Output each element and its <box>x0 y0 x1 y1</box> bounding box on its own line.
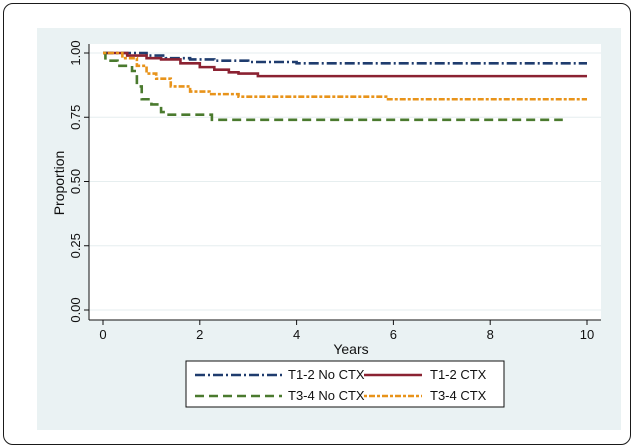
x-tick-label: 10 <box>580 327 594 342</box>
series-line-3 <box>103 51 563 122</box>
axes: 0.00 0.25 0.50 0.75 1.00 0 2 4 6 8 10 <box>68 40 601 342</box>
gridlines <box>89 52 601 311</box>
survival-chart: 0.00 0.25 0.50 0.75 1.00 0 2 4 6 8 10 Years Propor… <box>51 40 601 408</box>
x-axis-title: Years <box>333 341 368 357</box>
x-tick-label: 2 <box>196 327 203 342</box>
legend-label-1: T1-2 No CTX <box>288 367 365 382</box>
legend-label-2: T1-2 CTX <box>430 367 487 382</box>
legend-label-4: T3-4 CTX <box>430 388 487 403</box>
series-layer <box>103 51 587 122</box>
y-tick-label: 0.75 <box>68 105 83 130</box>
y-tick-label: 0.25 <box>68 233 83 258</box>
x-tick-label: 0 <box>99 327 106 342</box>
legend-box <box>185 360 505 408</box>
x-tick-label: 6 <box>390 327 397 342</box>
y-tick-label: 0.00 <box>68 297 83 322</box>
y-tick-label: 1.00 <box>68 40 83 65</box>
series-line-2 <box>103 51 587 78</box>
x-tick-label: 4 <box>293 327 300 342</box>
legend-label-3: T3-4 No CTX <box>288 388 365 403</box>
y-axis-title: Proportion <box>51 151 67 216</box>
x-tick-label: 8 <box>487 327 494 342</box>
series-line-1 <box>103 51 587 65</box>
legend: T1-2 No CTX T1-2 CTX T3-4 No CTX T3-4 CTX <box>185 360 505 408</box>
y-tick-label: 0.50 <box>68 169 83 194</box>
series-line-4 <box>103 51 587 101</box>
